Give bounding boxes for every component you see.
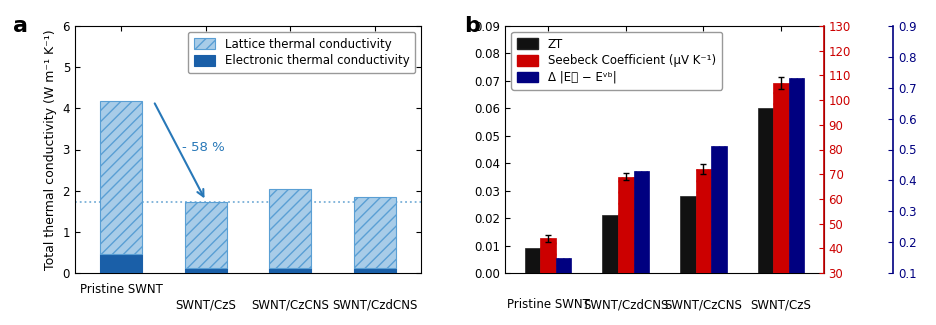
Y-axis label: Total thermal conductivity (W m⁻¹ K⁻¹): Total thermal conductivity (W m⁻¹ K⁻¹) xyxy=(44,29,57,270)
Bar xyxy=(354,268,396,273)
Text: b: b xyxy=(464,16,480,36)
Text: Pristine SWNT: Pristine SWNT xyxy=(506,298,590,311)
Text: Pristine SWNT: Pristine SWNT xyxy=(80,283,163,296)
Bar xyxy=(184,268,227,273)
Bar xyxy=(618,177,634,273)
Bar xyxy=(354,197,396,268)
Bar xyxy=(711,147,726,273)
Bar xyxy=(540,239,556,273)
Legend: Lattice thermal conductivity, Electronic thermal conductivity: Lattice thermal conductivity, Electronic… xyxy=(188,32,416,73)
Bar xyxy=(680,196,695,273)
Text: a: a xyxy=(12,16,27,36)
Bar xyxy=(100,101,142,254)
Text: - 58 %: - 58 % xyxy=(183,141,225,154)
Legend: ZT, Seebeck Coefficient (μV K⁻¹), Δ |E₟ − Eᵛᵇ|: ZT, Seebeck Coefficient (μV K⁻¹), Δ |E₟ … xyxy=(511,32,722,90)
Bar xyxy=(270,188,312,268)
Bar xyxy=(270,268,312,273)
Text: SWNT/CzS: SWNT/CzS xyxy=(751,298,812,311)
Bar xyxy=(100,254,142,273)
Text: SWNT/CzdCNS: SWNT/CzdCNS xyxy=(583,298,668,311)
Bar xyxy=(695,169,711,273)
Text: SWNT/CzS: SWNT/CzS xyxy=(175,298,236,311)
Bar xyxy=(634,171,649,273)
Bar xyxy=(556,257,571,273)
Bar xyxy=(773,83,789,273)
Bar xyxy=(758,108,773,273)
Text: SWNT/CzdCNS: SWNT/CzdCNS xyxy=(332,298,417,311)
Text: SWNT/CzCNS: SWNT/CzCNS xyxy=(665,298,742,311)
Bar xyxy=(525,248,540,273)
Bar xyxy=(603,215,618,273)
Bar xyxy=(184,202,227,268)
Text: SWNT/CzCNS: SWNT/CzCNS xyxy=(252,298,329,311)
Bar xyxy=(789,79,804,273)
